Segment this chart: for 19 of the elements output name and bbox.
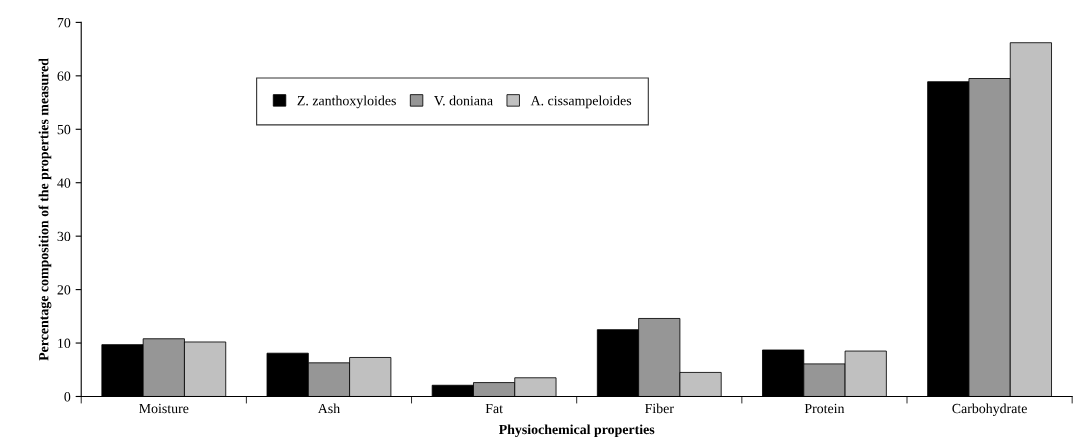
legend-label: V. doniana: [434, 95, 493, 106]
x-tick-label: Ash: [317, 403, 340, 414]
x-tick-label: Fiber: [645, 403, 674, 414]
x-tick-label: Fat: [485, 403, 503, 414]
y-tick-label: 50: [57, 124, 71, 135]
y-tick-label: 10: [58, 338, 71, 348]
x-axis-title: Physiochemical properties: [498, 424, 655, 438]
x-tick-label: Moisture: [139, 403, 189, 414]
y-axis-title: Percentage composition of the properties measured: [38, 58, 52, 361]
y-tick-label: 70: [57, 17, 71, 28]
legend-label: Z. zanthoxyloides: [297, 95, 396, 109]
y-tick-label: 0: [64, 392, 71, 402]
x-tick-label: Carbohydrate: [952, 403, 1027, 417]
y-tick-label: 20: [57, 285, 71, 295]
legend-label: A. cissampeloides: [530, 95, 632, 109]
x-tick-label: Protein: [804, 403, 845, 414]
y-tick-label: 40: [57, 178, 71, 188]
y-tick-label: 30: [57, 231, 71, 242]
y-tick-label: 60: [57, 71, 71, 81]
